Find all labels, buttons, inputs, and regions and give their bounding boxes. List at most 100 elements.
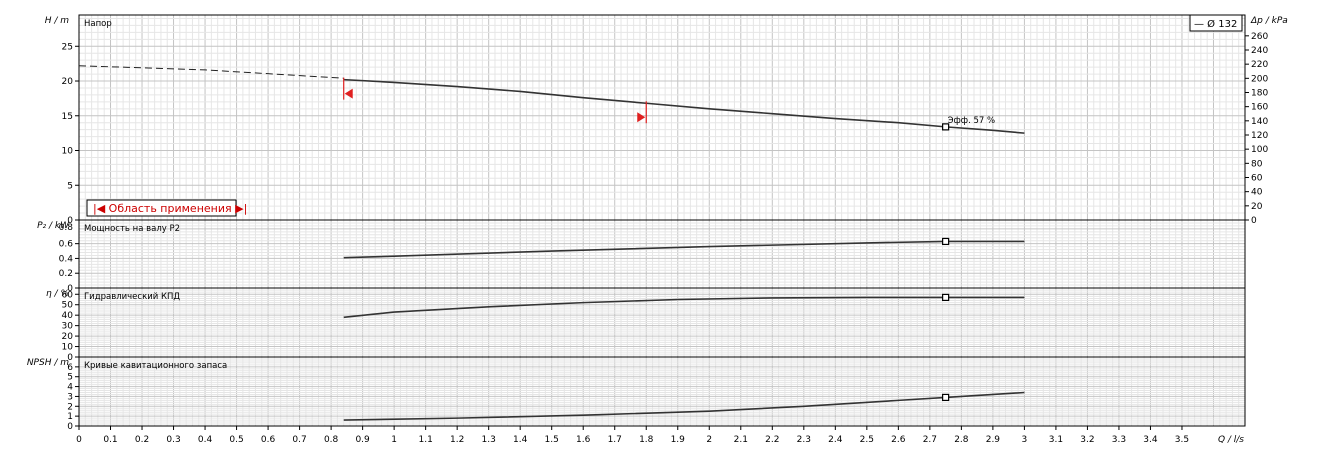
x-tick-label: 2.3 <box>797 435 811 445</box>
y-tick-label: 50 <box>62 301 74 311</box>
x-tick-label: 3.1 <box>1049 435 1063 445</box>
x-tick-label: 3.3 <box>1112 435 1126 445</box>
y2-tick-label: 20 <box>1251 202 1263 212</box>
x-tick-label: 1.3 <box>482 435 496 445</box>
panel-title: Мощность на валу P2 <box>84 224 180 234</box>
y2-tick-label: 0 <box>1251 216 1257 226</box>
range-limit-arrow <box>344 88 353 99</box>
legend-label: — Ø 132 <box>1194 18 1237 30</box>
y-tick-label: 30 <box>62 322 74 332</box>
x-tick-label: 3.5 <box>1175 435 1189 445</box>
x-tick-label: 0.3 <box>166 435 180 445</box>
y-tick-label: 0.6 <box>59 240 74 250</box>
x-tick-label: 1.9 <box>671 435 686 445</box>
x-tick-label: 1.1 <box>418 435 432 445</box>
y-tick-label: 0 <box>67 353 73 363</box>
x-tick-label: 0.9 <box>355 435 370 445</box>
panel-frame-npsh <box>78 356 1246 427</box>
y-tick-label: 2 <box>67 402 73 412</box>
x-tick-label: 0.1 <box>103 435 117 445</box>
x-axis-label: Q / l/s <box>1218 435 1244 445</box>
operating-point-marker <box>942 123 950 131</box>
x-tick-label: 1.5 <box>545 435 559 445</box>
y2-tick-label: 180 <box>1251 88 1268 98</box>
y2-tick-label: 160 <box>1251 103 1268 113</box>
x-tick-label: 2.9 <box>986 435 1001 445</box>
y2-tick-label: 100 <box>1251 145 1268 155</box>
y-tick-label: 3 <box>67 392 73 402</box>
extrapolated-curve <box>78 65 344 79</box>
x-tick-label: 1.7 <box>608 435 622 445</box>
y-tick-label: 15 <box>62 112 73 122</box>
y-tick-label: 5 <box>67 373 73 383</box>
y2-tick-label: 200 <box>1251 74 1268 84</box>
y-tick-label: 4 <box>67 383 73 393</box>
x-tick-label: 3 <box>1022 435 1028 445</box>
y2-tick-label: 220 <box>1251 60 1268 70</box>
y-tick-label: 0 <box>67 216 73 226</box>
application-range-label: |◀ Область применения ▶| <box>93 202 247 215</box>
x-tick-label: 3.4 <box>1143 435 1158 445</box>
x-tick-label: 2 <box>706 435 712 445</box>
y-tick-label: 60 <box>62 290 74 300</box>
x-tick-label: 0.4 <box>198 435 213 445</box>
panel-frame-power <box>78 219 1246 289</box>
y-tick-label: 20 <box>62 77 74 87</box>
curve-efficiency <box>343 296 1025 319</box>
legend-box <box>1189 14 1243 32</box>
panel-frames <box>75 14 1249 430</box>
y-tick-label: 40 <box>62 311 74 321</box>
y2-tick-label: 40 <box>1251 188 1263 198</box>
y2-tick-label: 140 <box>1251 117 1268 127</box>
y-tick-label: 10 <box>62 343 74 353</box>
y2-tick-label: 80 <box>1251 159 1263 169</box>
operating-point-marker <box>942 393 950 402</box>
efficiency-label: Эфф. 57 % <box>948 116 995 126</box>
y-tick-label: 0 <box>67 422 73 432</box>
x-tick-label: 0 <box>76 435 82 445</box>
range-limit-arrow <box>637 112 646 123</box>
panel-frame-head <box>78 14 1246 221</box>
grid-layer <box>78 15 1246 427</box>
x-tick-label: 0.2 <box>135 435 149 445</box>
x-tick-label: 1.4 <box>513 435 528 445</box>
y-tick-label: 6 <box>67 363 73 373</box>
y2-tick-label: 120 <box>1251 131 1268 141</box>
application-range-box <box>86 199 237 217</box>
x-tick-label: 2.7 <box>923 435 937 445</box>
x-tick-label: 2.8 <box>954 435 969 445</box>
y-tick-label: 0.2 <box>59 269 73 279</box>
y-tick-label: 5 <box>67 181 73 191</box>
y-axis-label: H / m <box>45 16 70 26</box>
panel-title: Кривые кавитационного запаса <box>84 361 227 371</box>
y-tick-label: 0.4 <box>59 254 74 264</box>
y2-tick-label: 60 <box>1251 173 1263 183</box>
panel-title: Напор <box>84 19 112 29</box>
x-tick-label: 2.2 <box>765 435 779 445</box>
y-tick-label: 0 <box>67 284 73 294</box>
y2-tick-label: 240 <box>1251 46 1268 56</box>
x-tick-label: 2.4 <box>828 435 843 445</box>
panel-title: Гидравлический КПД <box>84 292 180 302</box>
y-tick-label: 25 <box>62 42 73 52</box>
y-tick-label: 10 <box>62 147 74 157</box>
operating-point-marker <box>942 293 950 302</box>
y-tick-label: 20 <box>62 332 74 342</box>
y-tick-label: 0.8 <box>59 223 74 233</box>
x-tick-label: 1 <box>391 435 397 445</box>
x-tick-label: 0.7 <box>292 435 306 445</box>
x-tick-label: 1.8 <box>639 435 654 445</box>
x-tick-label: 1.6 <box>576 435 591 445</box>
x-tick-label: 2.1 <box>734 435 748 445</box>
x-tick-label: 1.2 <box>450 435 464 445</box>
y2-axis-label: Δp / kPa <box>1250 16 1288 26</box>
x-tick-label: 3.2 <box>1080 435 1094 445</box>
x-tick-label: 2.5 <box>860 435 874 445</box>
y-axis-label: η / % <box>46 289 69 299</box>
y-axis-label: P₂ / kW <box>37 221 70 231</box>
curve-npsh <box>343 391 1025 421</box>
y2-tick-label: 260 <box>1251 32 1268 42</box>
x-tick-label: 0.6 <box>261 435 276 445</box>
